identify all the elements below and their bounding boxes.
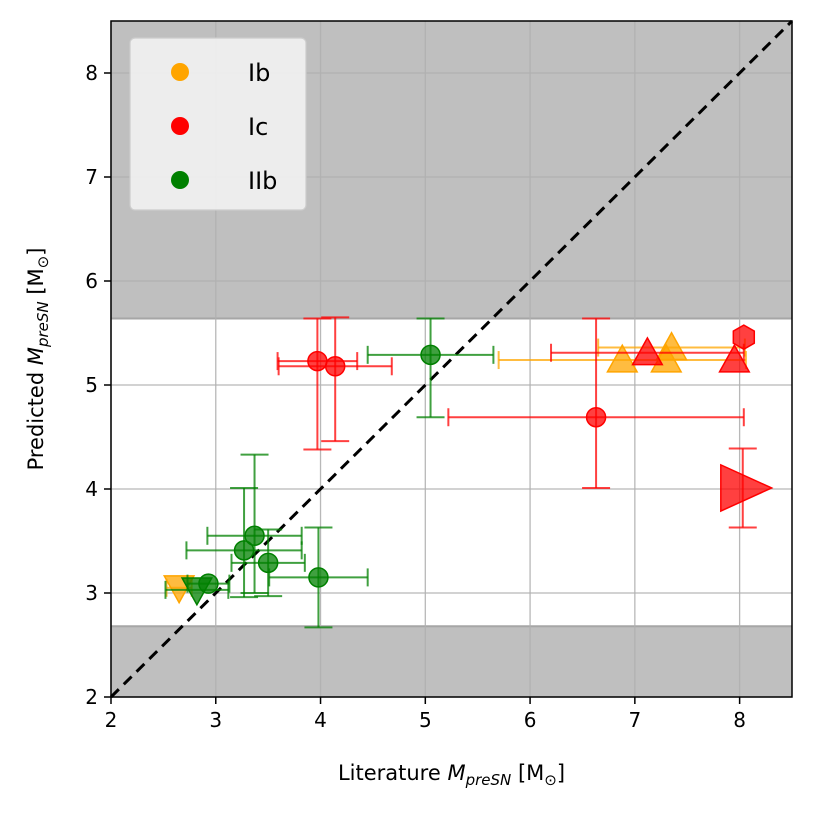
legend-marker: [171, 171, 189, 189]
x-tick-label: 3: [209, 708, 222, 732]
y-tick-label: 6: [85, 269, 98, 293]
x-tick-label: 5: [419, 708, 432, 732]
series-IIb: [164, 317, 495, 629]
data-point: [268, 526, 369, 629]
data-point: [447, 317, 745, 489]
data-point: [186, 573, 231, 594]
circle-marker: [307, 350, 328, 372]
data-point: [230, 528, 306, 598]
legend-label: Ib: [248, 59, 270, 87]
legend-marker: [171, 63, 189, 81]
circle-marker: [585, 406, 607, 428]
y-tick-label: 8: [85, 61, 98, 85]
y-tick-label: 5: [85, 373, 98, 397]
legend-item-IIb: IIb: [171, 167, 277, 195]
legend-box: [129, 37, 307, 211]
y-tick-label: 3: [85, 581, 98, 605]
y-axis-label: Predicted MpreSN [M⊙]: [24, 248, 52, 471]
triangle-up-marker: [631, 336, 664, 366]
legend: Ib Ic IIb: [129, 37, 307, 211]
x-axis-label: Literature MpreSN [M⊙]: [338, 761, 565, 789]
x-tick-label: 6: [524, 708, 537, 732]
circle-marker: [198, 573, 219, 594]
data-point: [276, 317, 359, 451]
data-point: [497, 343, 747, 373]
y-tick-label: 7: [85, 165, 98, 189]
data-point: [206, 453, 303, 594]
data-point: [718, 343, 751, 373]
identity-line: [109, 19, 794, 699]
triangle-up-marker: [718, 343, 751, 373]
hexagon-marker: [732, 324, 756, 351]
circle-marker: [420, 344, 441, 366]
y-tick-label: 4: [85, 477, 98, 501]
series-Ic: [276, 316, 774, 529]
data-point: [366, 317, 495, 419]
data-points: [162, 316, 774, 629]
y-tick-label: 2: [85, 685, 98, 709]
triangle-up-marker: [606, 343, 639, 373]
circle-marker: [244, 525, 265, 547]
x-tick-label: 8: [733, 708, 746, 732]
circle-marker: [324, 356, 346, 377]
legend-item-Ib: Ib: [171, 59, 270, 87]
x-tick-label: 4: [314, 708, 327, 732]
plot-frame: [110, 20, 793, 698]
data-point: [550, 336, 745, 366]
circle-marker: [308, 567, 329, 588]
x-axis-ticks: 2 3 4 5 6 7 8: [105, 697, 746, 732]
circle-marker: [257, 552, 279, 574]
y-axis-ticks: 2 3 4 5 6 7 8: [85, 61, 111, 709]
x-tick-label: 7: [628, 708, 641, 732]
data-point: [277, 316, 393, 443]
x-tick-label: 2: [105, 708, 118, 732]
data-point: [185, 486, 303, 599]
data-point: [732, 324, 756, 351]
triangle-right-marker: [720, 463, 774, 513]
legend-label: IIb: [248, 167, 277, 195]
legend-item-Ic: Ic: [171, 113, 268, 141]
excluded-band-0: [111, 626, 792, 697]
legend-label: Ic: [248, 113, 268, 141]
legend-marker: [171, 117, 189, 135]
data-point: [720, 447, 774, 529]
